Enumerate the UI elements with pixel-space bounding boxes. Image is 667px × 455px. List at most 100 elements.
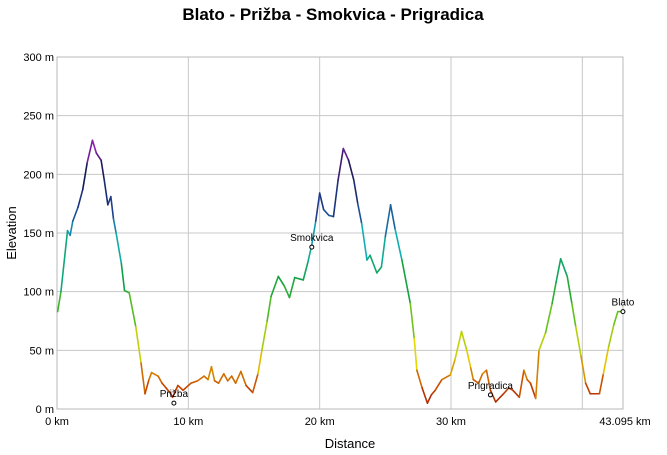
elevation-segment — [150, 371, 159, 377]
elevation-segment — [135, 326, 142, 365]
y-tick-label: 150 m — [23, 228, 54, 240]
y-tick-label: 250 m — [23, 111, 54, 123]
elevation-segment — [430, 389, 437, 396]
waypoint-label: Smokvica — [290, 233, 334, 244]
elevation-segment — [376, 266, 383, 274]
elevation-segment — [394, 228, 403, 261]
elevation-segment — [91, 139, 98, 155]
elevation-segment — [337, 147, 345, 181]
elevation-segment — [602, 346, 610, 375]
elevation-segment — [460, 330, 468, 352]
elevation-segment — [182, 382, 192, 392]
elevation-segment — [171, 384, 179, 399]
elevation-segment — [86, 139, 94, 164]
elevation-segment — [56, 290, 62, 313]
waypoint-label: Prižba — [160, 389, 189, 400]
y-tick-label: 300 m — [23, 52, 54, 64]
x-tick-label: 30 km — [436, 416, 466, 428]
elevation-segment — [485, 369, 492, 392]
plot-area-border — [56, 56, 624, 410]
elevation-segment — [518, 369, 525, 399]
elevation-segment — [580, 355, 587, 384]
elevation-segment — [251, 372, 259, 394]
elevation-segment — [409, 302, 416, 340]
y-axis-label: Elevation — [4, 206, 19, 259]
elevation-segment — [332, 179, 339, 218]
elevation-segment — [555, 258, 562, 284]
elevation-segment — [584, 382, 592, 395]
elevation-segment — [234, 370, 242, 384]
elevation-segment — [112, 218, 117, 234]
elevation-segment — [161, 382, 167, 389]
elevation-segment — [261, 320, 268, 352]
elevation-segment — [266, 295, 272, 322]
elevation-segment — [257, 349, 263, 375]
elevation-segment — [77, 188, 84, 208]
elevation-segment — [494, 392, 505, 403]
elevation-segment — [551, 281, 557, 305]
elevation-segment — [571, 302, 577, 328]
elevation-segment — [477, 372, 484, 384]
elevation-segment — [598, 372, 605, 395]
elevation-segment — [523, 369, 528, 381]
elevation-segment — [60, 229, 69, 293]
elevation-segment — [416, 369, 423, 389]
elevation-segment — [526, 378, 532, 384]
x-tick-label: 10 km — [173, 416, 203, 428]
waypoint-marker — [309, 244, 315, 250]
elevation-segment — [277, 275, 286, 287]
elevation-segment — [81, 161, 89, 191]
elevation-segment — [511, 389, 521, 399]
elevation-line — [56, 139, 624, 404]
elevation-segment — [356, 202, 363, 225]
waypoint-marker — [487, 392, 493, 398]
elevation-segment — [210, 365, 216, 382]
elevation-segment — [302, 261, 309, 281]
elevation-segment — [353, 179, 359, 205]
elevation-segment — [190, 380, 199, 384]
elevation-segment — [469, 367, 475, 381]
elevation-segment — [103, 179, 109, 206]
elevation-segment — [389, 204, 396, 231]
waypoint-label: Prigradica — [468, 381, 513, 392]
chart-title: Blato - Prižba - Smokvica - Prigradica — [182, 5, 484, 24]
elevation-segment — [544, 302, 553, 334]
x-axis-label: Distance — [325, 436, 376, 451]
elevation-segment — [529, 382, 537, 400]
elevation-segment — [100, 159, 106, 181]
elevation-segment — [120, 262, 126, 292]
elevation-segment — [322, 208, 330, 217]
y-tick-label: 50 m — [30, 345, 54, 357]
y-tick-label: 0 m — [36, 404, 54, 416]
elevation-segment — [165, 387, 171, 394]
elevation-segment — [115, 232, 123, 265]
elevation-segment — [157, 375, 163, 384]
elevation-segment — [421, 387, 429, 404]
elevation-segment — [128, 292, 137, 328]
elevation-segment — [110, 195, 115, 220]
y-tick-label: 200 m — [23, 169, 54, 181]
elevation-segment — [283, 284, 291, 299]
waypoint-marker — [620, 309, 626, 315]
elevation-segment — [318, 192, 325, 211]
elevation-segment — [270, 275, 280, 298]
elevation-segment — [434, 378, 443, 392]
elevation-segment — [230, 375, 237, 384]
waypoints: Prižba Smokvica Prigradica Blato — [160, 233, 635, 406]
elevation-segment — [69, 220, 74, 237]
elevation-segment — [177, 384, 184, 392]
elevation-segment — [502, 387, 510, 395]
elevation-segment — [566, 275, 573, 305]
elevation-segment — [148, 371, 153, 381]
elevation-segment — [384, 204, 392, 238]
elevation-segment — [288, 276, 296, 299]
x-tick-label: 0 km — [45, 416, 69, 428]
elevation-segment — [413, 337, 418, 372]
waypoint-marker — [171, 400, 177, 406]
elevation-segment — [123, 289, 131, 294]
elevation-segment — [538, 331, 547, 352]
elevation-segment — [222, 372, 229, 382]
elevation-segment — [207, 365, 213, 381]
elevation-segment — [347, 159, 355, 181]
